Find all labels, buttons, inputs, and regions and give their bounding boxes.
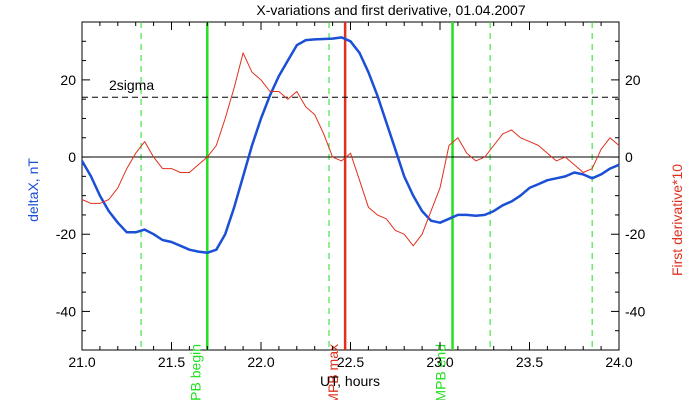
y-tick-label-left-0: -40: [56, 303, 76, 319]
y-axis-label-left: deltaX, nT: [25, 158, 41, 222]
y-tick-label-right-3: 20: [625, 72, 641, 88]
y-axis-ticks: -40 -40 -20 -20 0 0 20 20: [56, 21, 645, 351]
y-axis-label-right: First derivative*10: [669, 164, 685, 276]
x-axis-ticks: 21.0 21.5 22.0 22.5 23.0 23.5 24.0: [68, 22, 633, 370]
x-axis-label: UT, hours: [320, 373, 380, 389]
x-tick-label-3: 22.5: [337, 354, 364, 370]
y-tick-label-left-2: 0: [68, 149, 76, 165]
mpb-marker-label-3: MPB max: [325, 344, 341, 400]
x-tick-label-0: 21.0: [68, 354, 95, 370]
y-tick-label-left-1: -20: [56, 226, 76, 242]
mpb-marker-label-1: MPB begin: [187, 344, 203, 400]
series-lines: [80, 36, 620, 255]
x-tick-label-4: 23.0: [426, 354, 453, 370]
y-tick-label-right-1: -20: [625, 226, 645, 242]
x-tick-label-6: 24.0: [605, 354, 632, 370]
x-tick-label-2: 22.0: [247, 354, 274, 370]
series-line-0: [80, 36, 620, 255]
y-tick-label-right-2: 0: [625, 149, 633, 165]
x-tick-label-5: 23.5: [516, 354, 543, 370]
y-tick-label-left-3: 20: [60, 72, 76, 88]
chart-title: X-variations and first derivative, 01.04…: [256, 2, 525, 18]
plot-frame: [81, 21, 620, 351]
reference-line-label-1: 2sigma: [109, 77, 154, 93]
reference-lines: 2sigma: [82, 77, 619, 158]
mpb-markers: MPB begin MPB max MPB end: [140, 22, 593, 400]
mpb-marker-label-4: MPB end: [433, 344, 449, 400]
x-tick-label-1: 21.5: [158, 354, 185, 370]
series-line-1: [81, 52, 620, 247]
y-tick-label-right-0: -40: [625, 303, 645, 319]
